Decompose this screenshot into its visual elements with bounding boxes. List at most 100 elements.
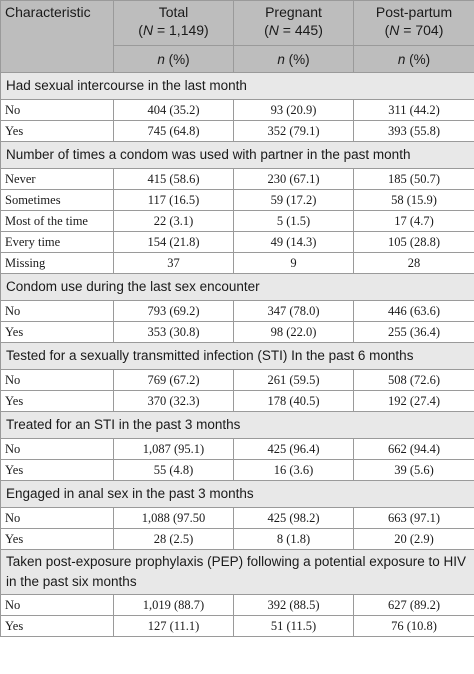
cell-value: 178 (40.5) [233, 390, 354, 412]
section-header-row: Treated for an STI in the past 3 months [0, 411, 474, 439]
cell-value: 16 (3.6) [233, 459, 354, 481]
row-label: Yes [0, 390, 114, 412]
row-label: No [0, 507, 114, 529]
cell-value: 392 (88.5) [233, 594, 354, 616]
pregnant-column-header: Pregnant (N = 445) [233, 0, 354, 46]
cell-value: 185 (50.7) [353, 168, 474, 190]
cell-value: 51 (11.5) [233, 615, 354, 637]
cell-value: 59 (17.2) [233, 189, 354, 211]
cell-value: 663 (97.1) [353, 507, 474, 529]
data-table: Characteristic Total (N = 1,149) Pregnan… [0, 0, 474, 637]
cell-value: 28 (2.5) [113, 528, 234, 550]
section-header-row: Condom use during the last sex encounter [0, 273, 474, 301]
cell-value: 28 [353, 252, 474, 274]
row-label: No [0, 300, 114, 322]
cell-value: 793 (69.2) [113, 300, 234, 322]
section-header-row: Taken post-exposure prophylaxis (PEP) fo… [0, 549, 474, 595]
section-title: Had sexual intercourse in the last month [0, 72, 474, 100]
n-symbol: N [268, 22, 279, 38]
cell-value: 1,087 (95.1) [113, 438, 234, 460]
cell-value: 117 (16.5) [113, 189, 234, 211]
section-header-row: Had sexual intercourse in the last month [0, 72, 474, 100]
cell-value: 662 (94.4) [353, 438, 474, 460]
unit-n: n [397, 51, 406, 67]
section-header-row: Number of times a condom was used with p… [0, 141, 474, 169]
table-row: No 769 (67.2) 261 (59.5) 508 (72.6) [0, 369, 474, 391]
cell-value: 39 (5.6) [353, 459, 474, 481]
cell-value: 37 [113, 252, 234, 274]
cell-value: 347 (78.0) [233, 300, 354, 322]
cell-value: 446 (63.6) [353, 300, 474, 322]
section-title: Taken post-exposure prophylaxis (PEP) fo… [0, 549, 474, 595]
section-title: Tested for a sexually transmitted infect… [0, 342, 474, 370]
cell-value: 58 (15.9) [353, 189, 474, 211]
cell-value: 425 (96.4) [233, 438, 354, 460]
table-row: Yes 127 (11.1) 51 (11.5) 76 (10.8) [0, 615, 474, 637]
cell-value: 745 (64.8) [113, 120, 234, 142]
unit-header-pregnant: n (%) [233, 45, 354, 73]
cell-value: 49 (14.3) [233, 231, 354, 253]
row-label: Yes [0, 528, 114, 550]
cell-value: 370 (32.3) [113, 390, 234, 412]
cell-value: 5 (1.5) [233, 210, 354, 232]
cell-value: 22 (3.1) [113, 210, 234, 232]
column-title: Total [158, 4, 189, 20]
cell-value: 353 (30.8) [113, 321, 234, 343]
section-header-row: Engaged in anal sex in the past 3 months [0, 480, 474, 508]
cell-value: 261 (59.5) [233, 369, 354, 391]
cell-value: 255 (36.4) [353, 321, 474, 343]
cell-value: 425 (98.2) [233, 507, 354, 529]
table-row: Yes 353 (30.8) 98 (22.0) 255 (36.4) [0, 321, 474, 343]
cell-value: 127 (11.1) [113, 615, 234, 637]
total-column-header: Total (N = 1,149) [113, 0, 234, 46]
n-symbol: N [142, 22, 154, 38]
n-symbol: N [389, 22, 400, 38]
cell-value: 192 (27.4) [353, 390, 474, 412]
cell-value: 1,088 (97.50 [113, 507, 234, 529]
cell-value: 9 [233, 252, 354, 274]
cell-value: 404 (35.2) [113, 99, 234, 121]
cell-value: 230 (67.1) [233, 168, 354, 190]
cell-value: 105 (28.8) [353, 231, 474, 253]
n-count: = 704) [403, 22, 444, 38]
unit-pct: (%) [405, 51, 431, 67]
row-label: Most of the time [0, 210, 114, 232]
section-title: Number of times a condom was used with p… [0, 141, 474, 169]
cell-value: 352 (79.1) [233, 120, 354, 142]
row-label: Missing [0, 252, 114, 274]
cell-value: 8 (1.8) [233, 528, 354, 550]
table-row: Yes 55 (4.8) 16 (3.6) 39 (5.6) [0, 459, 474, 481]
unit-pct: (%) [164, 51, 190, 67]
header-row-titles: Characteristic Total (N = 1,149) Pregnan… [0, 0, 474, 73]
cell-value: 17 (4.7) [353, 210, 474, 232]
section-title: Engaged in anal sex in the past 3 months [0, 480, 474, 508]
column-title: Pregnant [265, 4, 322, 20]
section-title: Treated for an STI in the past 3 months [0, 411, 474, 439]
cell-value: 98 (22.0) [233, 321, 354, 343]
section-header-row: Tested for a sexually transmitted infect… [0, 342, 474, 370]
column-title: Post-partum [375, 4, 453, 20]
unit-header-total: n (%) [113, 45, 234, 73]
table-row: No 1,019 (88.7) 392 (88.5) 627 (89.2) [0, 594, 474, 616]
row-label: Yes [0, 459, 114, 481]
row-label: Never [0, 168, 114, 190]
section-title: Condom use during the last sex encounter [0, 273, 474, 301]
cell-value: 55 (4.8) [113, 459, 234, 481]
unit-header-postpartum: n (%) [353, 45, 474, 73]
cell-value: 1,019 (88.7) [113, 594, 234, 616]
characteristic-header: Characteristic [0, 0, 114, 73]
table-row: Never 415 (58.6) 230 (67.1) 185 (50.7) [0, 168, 474, 190]
row-label: No [0, 369, 114, 391]
table-row: No 1,088 (97.50 425 (98.2) 663 (97.1) [0, 507, 474, 529]
row-label: No [0, 99, 114, 121]
table-row: Most of the time 22 (3.1) 5 (1.5) 17 (4.7) [0, 210, 474, 232]
postpartum-column-header: Post-partum (N = 704) [353, 0, 474, 46]
table-row: Every time 154 (21.8) 49 (14.3) 105 (28.8) [0, 231, 474, 253]
header-row-units: n (%) n (%) n (%) [1, 45, 474, 73]
cell-value: 627 (89.2) [353, 594, 474, 616]
unit-n: n [157, 51, 165, 67]
table-row: Yes 370 (32.3) 178 (40.5) 192 (27.4) [0, 390, 474, 412]
n-count: = 445) [282, 22, 323, 38]
row-label: Every time [0, 231, 114, 253]
row-label: Sometimes [0, 189, 114, 211]
